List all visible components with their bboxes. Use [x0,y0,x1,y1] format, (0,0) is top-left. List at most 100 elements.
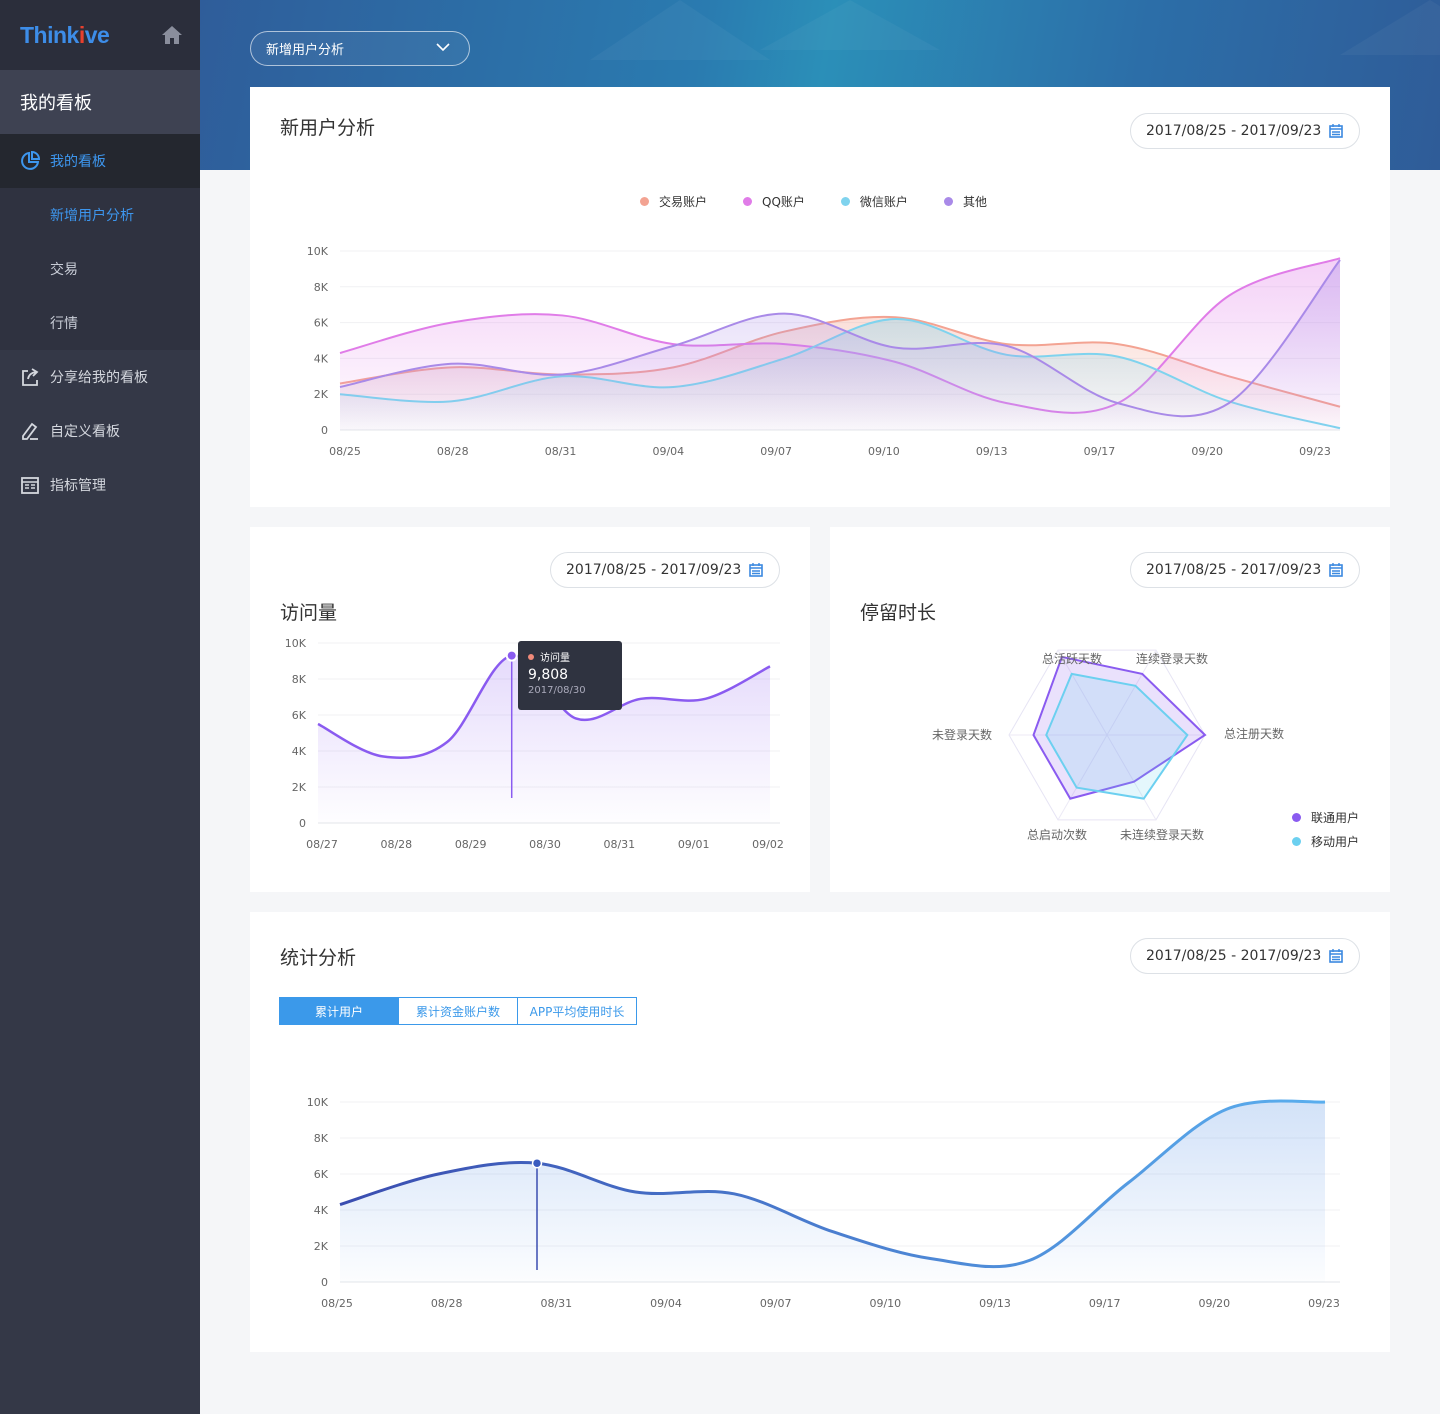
x-tick-label: 09/07 [760,445,792,458]
legend-item[interactable]: QQ账户 [743,193,805,210]
y-tick-label: 10K [307,245,329,258]
banner-decoration [760,0,940,50]
x-tick-label: 08/27 [306,838,338,851]
sidebar-item-my-dashboard[interactable]: 我的看板 [0,134,200,188]
series-line [339,259,1341,418]
legend-dot [1292,812,1301,822]
edit-icon [20,421,40,441]
duration-card: 2017/08/25 - 2017/09/23 停留时长 总活跃天数 连续登录天数… [830,527,1390,892]
x-tick-label: 09/13 [976,445,1008,458]
x-tick-label: 08/31 [545,445,577,458]
sidebar: Thinkive 我的看板 我的看板 新增用户分析 交易 行情 分享给我的看板 … [0,0,200,1414]
x-tick-label: 08/31 [603,838,635,851]
legend-dot [640,197,649,206]
legend-item[interactable]: 联通用户 [1292,805,1359,829]
date-range-picker[interactable]: 2017/08/25 - 2017/09/23 [1130,113,1360,149]
x-tick-label: 09/20 [1191,445,1223,458]
legend-item[interactable]: 其他 [943,193,987,210]
dashboard-select[interactable]: 新增用户分析 [250,31,470,66]
logo[interactable]: Thinkive [20,21,110,48]
card-title: 访问量 [280,602,338,624]
sidebar-item-metrics[interactable]: 指标管理 [0,458,200,512]
calendar-icon [749,563,763,581]
chart-tooltip: 访问量 9,808 2017/08/30 [518,641,622,710]
y-tick-label: 6K [314,1168,329,1181]
tooltip-series: 访问量 [540,653,570,664]
legend-item[interactable]: 移动用户 [1292,829,1359,853]
date-range-value: 2017/08/25 - 2017/09/23 [1146,123,1322,139]
chart-legend: 交易账户 QQ账户 微信账户 其他 [640,193,987,210]
x-tick-label: 09/07 [760,1297,792,1310]
radar-indicator-label: 总启动次数 [1027,827,1087,842]
stats-tabs: 累计用户 累计资金账户数 APP平均使用时长 [279,997,637,1025]
tab-app-avg-usage[interactable]: APP平均使用时长 [517,997,637,1025]
card-title: 新用户分析 [280,117,376,139]
tooltip-date: 2017/08/30 [528,685,586,696]
radar-indicator-label: 未登录天数 [932,727,992,742]
sidebar-item-custom[interactable]: 自定义看板 [0,404,200,458]
legend-item[interactable]: 交易账户 [640,193,707,210]
date-range-picker[interactable]: 2017/08/25 - 2017/09/23 [1130,552,1360,588]
date-range-value: 2017/08/25 - 2017/09/23 [1146,948,1322,964]
metrics-icon [20,475,40,495]
logo-bar: Thinkive [0,0,200,70]
x-tick-label: 09/20 [1198,1297,1230,1310]
x-tick-label: 08/29 [455,838,487,851]
sidebar-subitem-trade[interactable]: 交易 [0,242,200,296]
visits-card: 2017/08/25 - 2017/09/23 访问量 0 2K 4K 6K 8K 10K… [250,527,810,892]
x-tick-label: 09/10 [869,1297,901,1310]
sidebar-subitem-market[interactable]: 行情 [0,296,200,350]
date-range-picker[interactable]: 2017/08/25 - 2017/09/23 [550,552,780,588]
legend-dot [1292,836,1301,846]
sidebar-item-label: 分享给我的看板 [50,370,148,386]
y-tick-label: 2K [292,781,307,794]
visits-line-chart: 0 2K 4K 6K 8K 10K 08/27 08/28 08/29 08/30 08/31 09/… [285,637,784,851]
new-user-card: 新用户分析 2017/08/25 - 2017/09/23 交易账户 QQ账户 … [250,87,1390,507]
radar-series [1032,655,1207,800]
x-tick-label: 09/04 [652,445,684,458]
y-tick-label: 10K [307,1096,329,1109]
legend-dot [743,197,753,206]
card-title: 停留时长 [860,602,937,624]
date-range-value: 2017/08/25 - 2017/09/23 [1146,562,1322,578]
y-tick-label: 4K [314,1204,329,1217]
x-tick-label: 08/25 [321,1297,353,1310]
x-tick-label: 08/30 [529,838,561,851]
y-tick-label: 8K [292,673,307,686]
y-tick-label: 2K [314,1240,329,1253]
y-tick-label: 6K [314,317,329,330]
legend-item[interactable]: 微信账户 [840,193,908,210]
sidebar-subitem-new-user-analysis[interactable]: 新增用户分析 [0,188,200,242]
stats-area-chart: 0 2K 4K 6K 8K 10K 08/25 08/28 08/31 09/04 09/07 09/… [307,1096,1340,1310]
x-tick-label: 09/23 [1308,1297,1340,1310]
x-tick-label: 08/28 [437,445,469,458]
card-title: 统计分析 [280,947,357,969]
tab-cumulative-users[interactable]: 累计用户 [279,997,399,1025]
radar-indicator-label: 总活跃天数 [1042,651,1102,666]
x-tick-label: 09/04 [650,1297,682,1310]
new-user-area-chart: 0 2K 4K 6K 8K 10K 08/25 08/28 08/31 09/04 09/07 09/… [307,245,1341,458]
radar-axis [1106,649,1157,736]
x-tick-label: 09/23 [1299,445,1331,458]
x-tick-label: 08/28 [431,1297,463,1310]
legend-label: 移动用户 [1311,834,1360,849]
sidebar-item-shared[interactable]: 分享给我的看板 [0,350,200,404]
y-tick-label: 4K [314,352,329,365]
x-tick-label: 08/31 [540,1297,572,1310]
dashboard-select-value: 新增用户分析 [266,43,345,58]
series-area [340,259,1340,430]
x-tick-label: 08/25 [329,445,361,458]
banner-decoration [590,0,770,60]
legend-label: 联通用户 [1311,810,1360,825]
home-icon[interactable] [160,24,184,46]
date-range-picker[interactable]: 2017/08/25 - 2017/09/23 [1130,938,1360,974]
tab-cumulative-fund-accounts[interactable]: 累计资金账户数 [398,997,518,1025]
banner-decoration [1340,0,1440,55]
calendar-icon [1329,124,1343,142]
x-tick-label: 08/28 [380,838,412,851]
y-tick-label: 6K [292,709,307,722]
hover-marker-dot [505,649,518,662]
y-tick-label: 0 [299,817,306,830]
radar-axis [1106,734,1157,821]
